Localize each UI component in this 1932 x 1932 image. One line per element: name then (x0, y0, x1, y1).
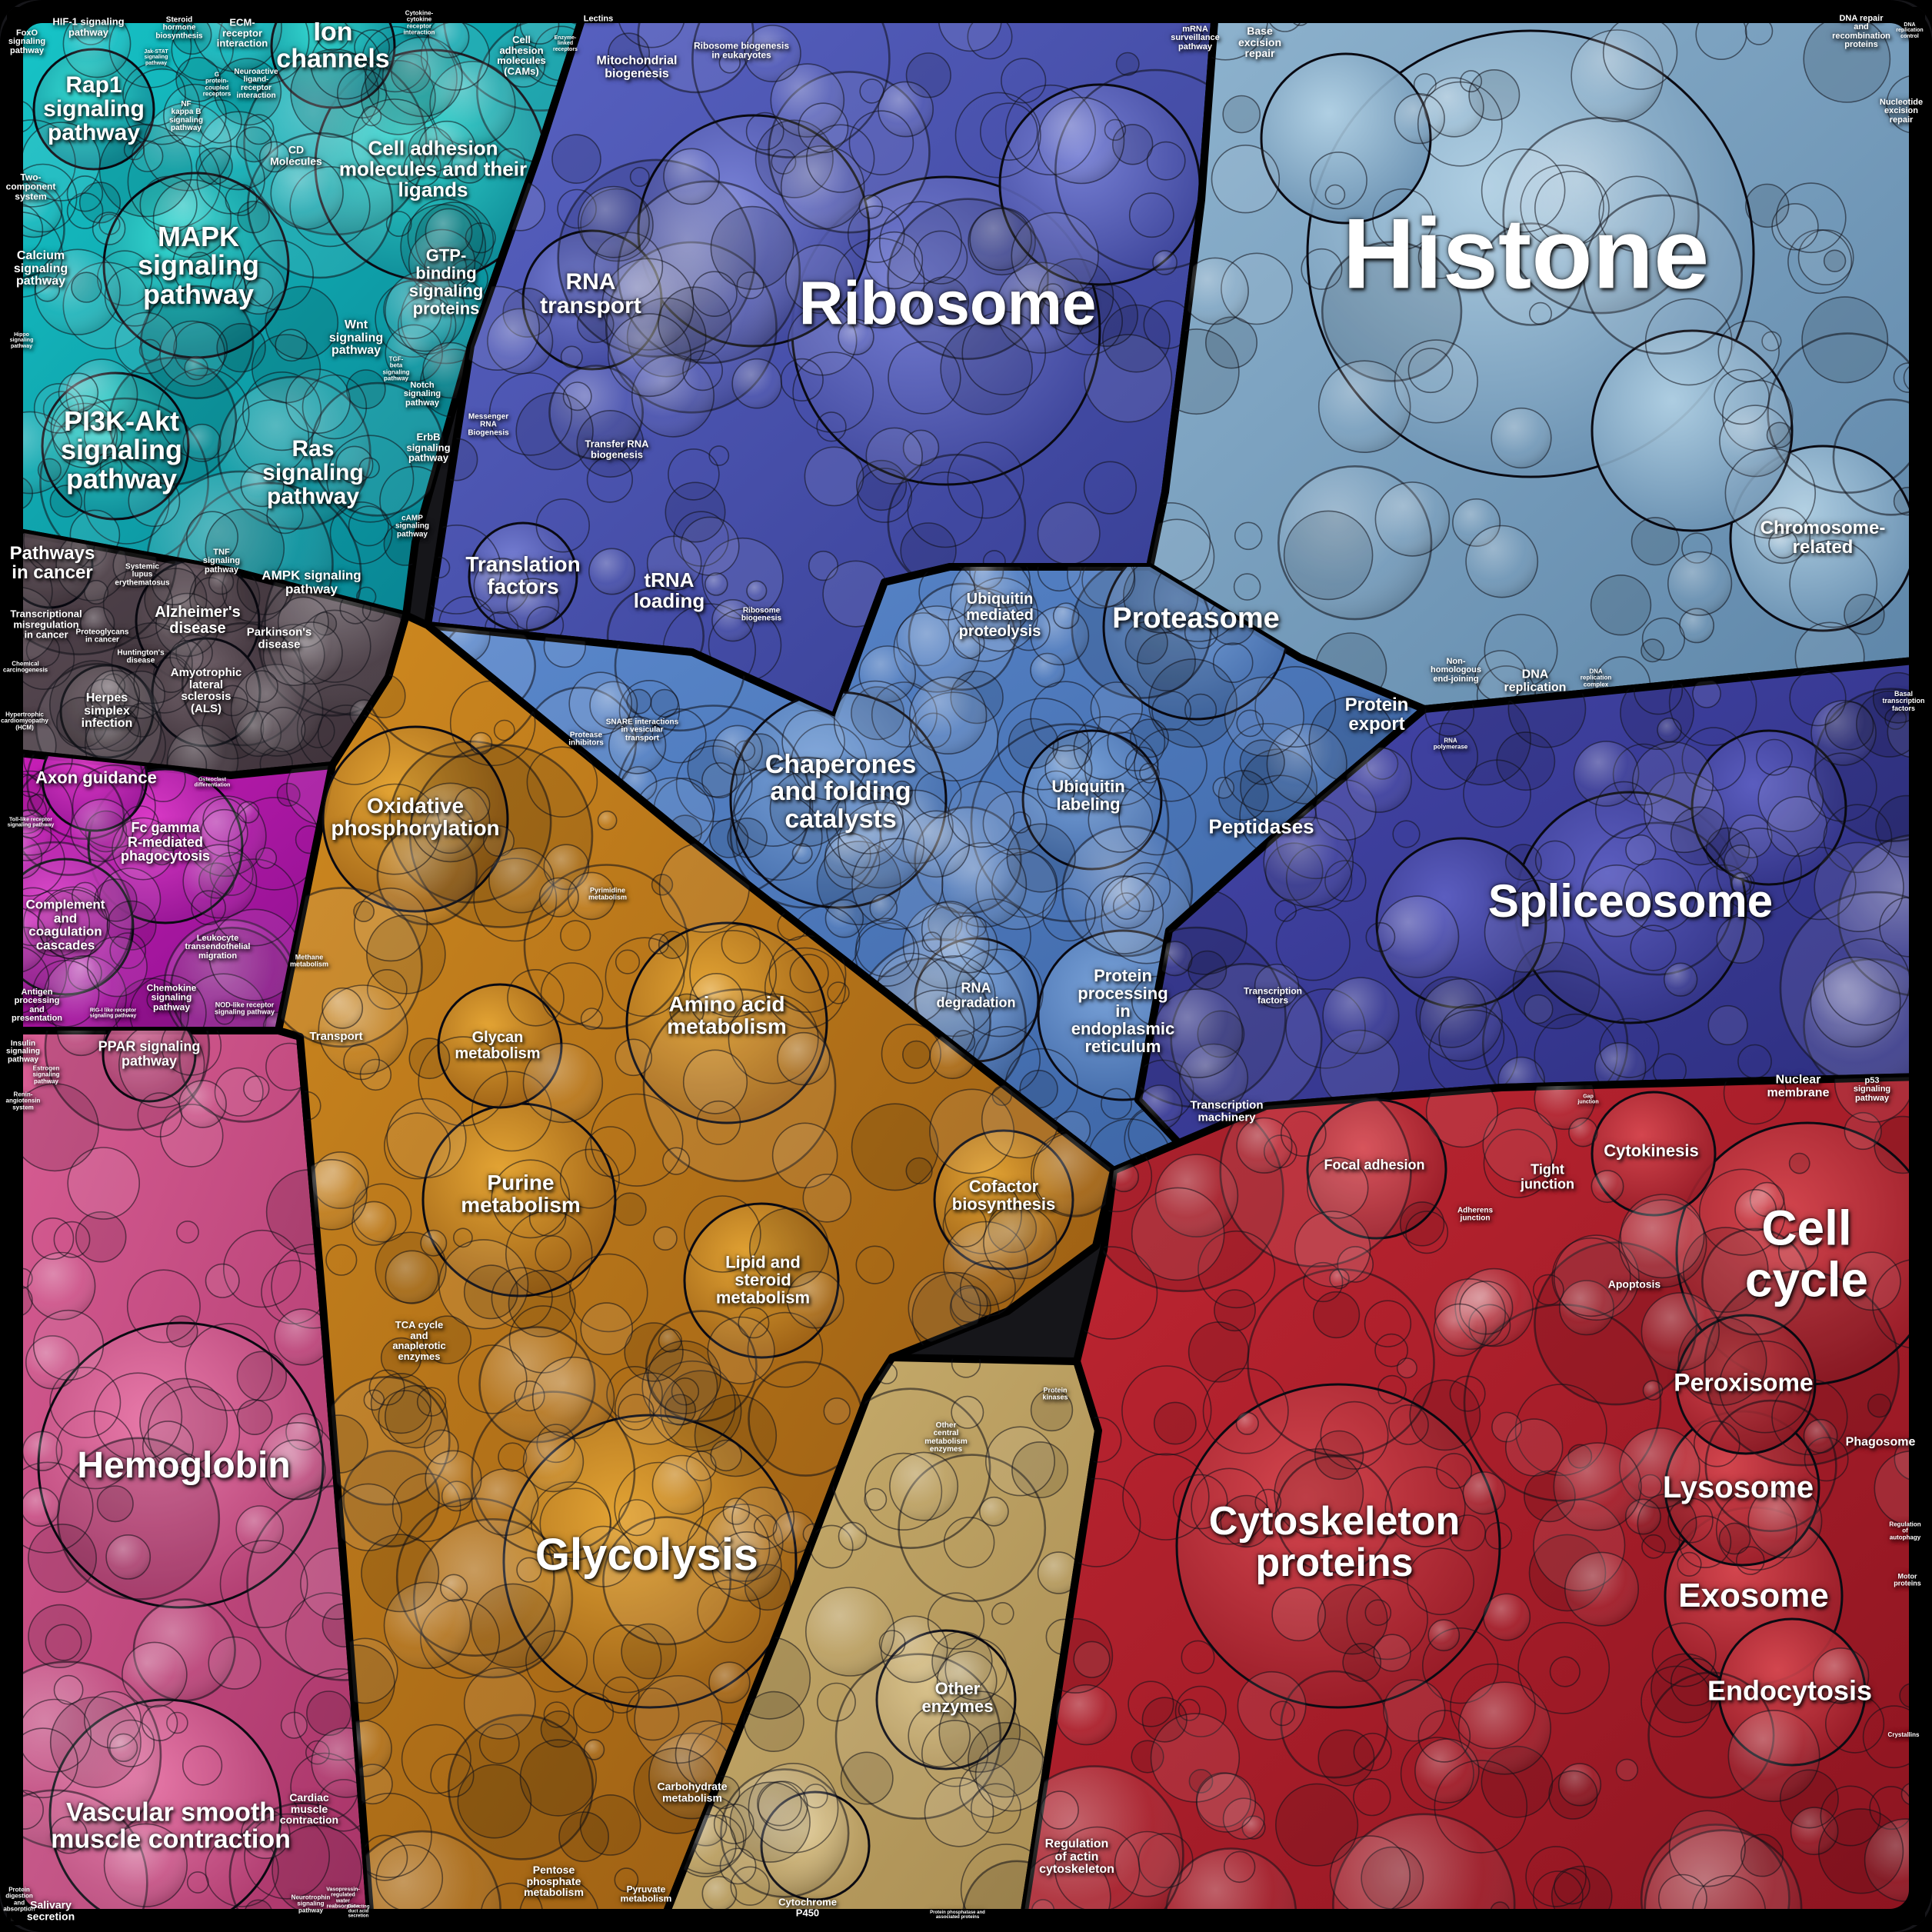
cells-magenta (11, 752, 332, 1031)
cells-red (1023, 1077, 1921, 1921)
cells-blue (428, 11, 1215, 697)
cells-steel (1150, 11, 1921, 709)
cells-disease (11, 531, 406, 775)
cells-medblue (431, 567, 1396, 1171)
cells-teal (11, 11, 585, 615)
cells-orange (278, 615, 1114, 1921)
